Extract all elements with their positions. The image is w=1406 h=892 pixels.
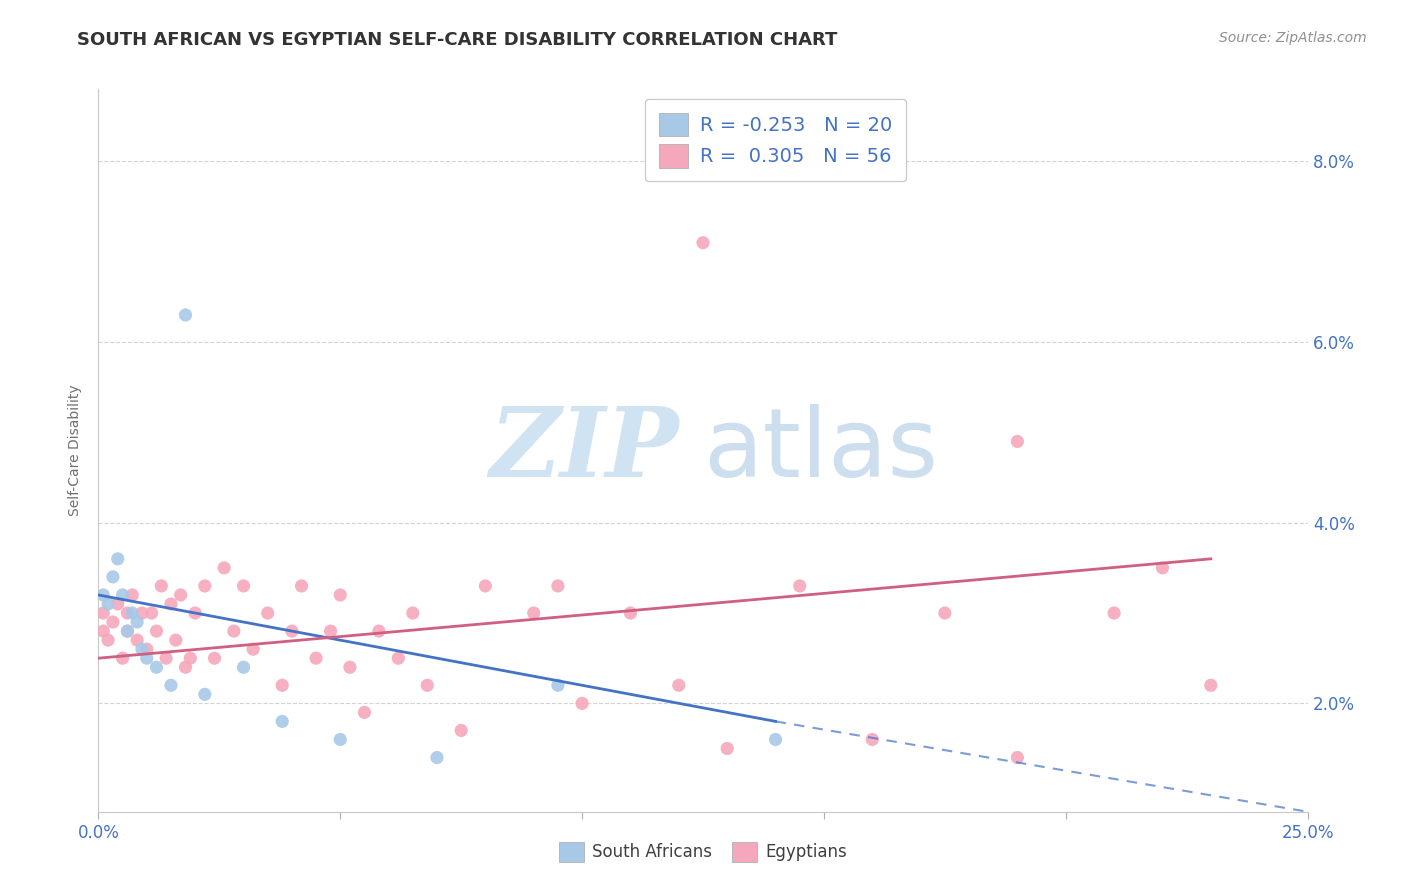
Point	[127, 615, 149, 629]
Point	[523, 606, 546, 620]
Point	[131, 606, 153, 620]
Point	[194, 687, 217, 701]
Point	[242, 642, 264, 657]
Point	[934, 606, 956, 620]
Point	[329, 732, 352, 747]
Text: ZIP: ZIP	[489, 403, 679, 498]
Point	[232, 579, 254, 593]
Point	[212, 561, 235, 575]
Point	[111, 651, 134, 665]
Point	[256, 606, 278, 620]
Point	[290, 579, 312, 593]
Point	[111, 588, 134, 602]
Point	[860, 732, 883, 747]
Point	[91, 588, 114, 602]
Point	[222, 624, 245, 639]
Point	[121, 588, 143, 602]
Point	[547, 678, 569, 692]
Point	[1199, 678, 1222, 692]
Point	[174, 308, 197, 322]
Point	[97, 597, 120, 611]
Point	[619, 606, 641, 620]
Point	[121, 606, 143, 620]
Point	[319, 624, 342, 639]
Point	[232, 660, 254, 674]
Point	[450, 723, 472, 738]
Point	[97, 633, 120, 648]
Point	[101, 570, 124, 584]
Point	[127, 633, 149, 648]
Point	[194, 579, 217, 593]
Point	[1152, 561, 1174, 575]
Point	[131, 642, 153, 657]
Point	[692, 235, 714, 250]
Point	[91, 624, 114, 639]
Point	[184, 606, 207, 620]
Point	[339, 660, 361, 674]
Point	[329, 588, 352, 602]
Text: SOUTH AFRICAN VS EGYPTIAN SELF-CARE DISABILITY CORRELATION CHART: SOUTH AFRICAN VS EGYPTIAN SELF-CARE DISA…	[77, 31, 838, 49]
Point	[179, 651, 201, 665]
Point	[135, 642, 157, 657]
Legend: R = -0.253   N = 20, R =  0.305   N = 56: R = -0.253 N = 20, R = 0.305 N = 56	[645, 99, 905, 181]
Point	[145, 624, 167, 639]
Point	[402, 606, 425, 620]
Point	[1007, 750, 1029, 764]
Point	[387, 651, 409, 665]
Point	[1007, 434, 1029, 449]
Point	[789, 579, 811, 593]
Point	[353, 706, 375, 720]
Point	[426, 750, 449, 764]
Point	[368, 624, 391, 639]
Point	[547, 579, 569, 593]
Point	[101, 615, 124, 629]
Point	[174, 660, 197, 674]
Point	[117, 624, 139, 639]
Point	[107, 551, 129, 566]
Point	[160, 678, 183, 692]
Point	[668, 678, 690, 692]
Point	[271, 714, 294, 729]
Point	[135, 651, 157, 665]
Point	[571, 696, 593, 710]
Point	[145, 660, 167, 674]
Point	[107, 597, 129, 611]
Point	[117, 624, 139, 639]
Point	[281, 624, 304, 639]
Point	[416, 678, 439, 692]
Point	[155, 651, 177, 665]
Point	[169, 588, 191, 602]
Point	[117, 606, 139, 620]
Text: atlas: atlas	[703, 404, 938, 497]
Y-axis label: Self-Care Disability: Self-Care Disability	[69, 384, 83, 516]
Point	[716, 741, 738, 756]
Point	[141, 606, 163, 620]
Point	[165, 633, 187, 648]
Point	[474, 579, 496, 593]
Legend: South Africans, Egyptians: South Africans, Egyptians	[551, 833, 855, 871]
Point	[765, 732, 787, 747]
Point	[91, 606, 114, 620]
Point	[1102, 606, 1125, 620]
Text: Source: ZipAtlas.com: Source: ZipAtlas.com	[1219, 31, 1367, 45]
Point	[160, 597, 183, 611]
Point	[204, 651, 226, 665]
Point	[271, 678, 294, 692]
Point	[150, 579, 173, 593]
Point	[305, 651, 328, 665]
